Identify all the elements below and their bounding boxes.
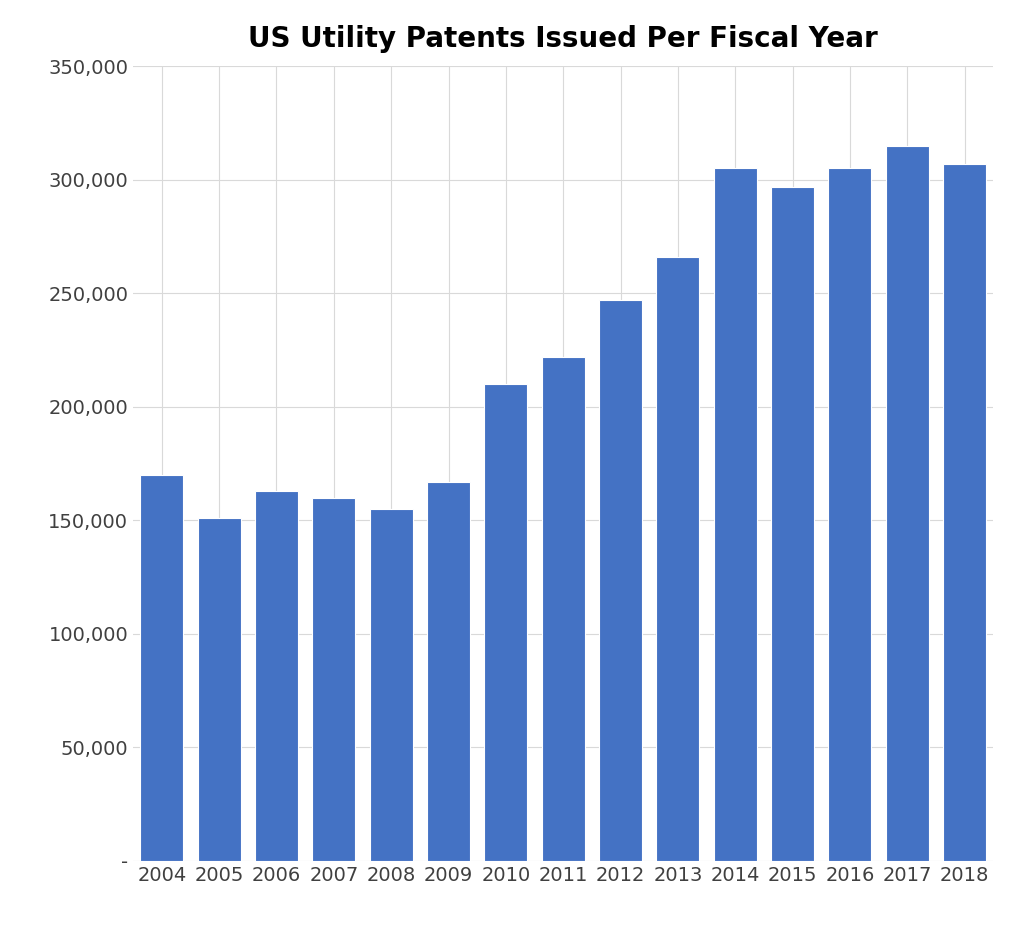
Bar (828, 168, 871, 861)
Bar (198, 518, 241, 861)
Bar (599, 300, 642, 861)
Bar (943, 164, 986, 861)
Bar (714, 168, 757, 861)
Bar (771, 186, 814, 861)
Bar (312, 498, 355, 861)
Bar (542, 357, 585, 861)
Bar (255, 491, 298, 861)
Bar (370, 509, 413, 861)
Bar (886, 146, 929, 861)
Bar (484, 384, 527, 861)
Bar (140, 475, 183, 861)
Title: US Utility Patents Issued Per Fiscal Year: US Utility Patents Issued Per Fiscal Yea… (249, 25, 878, 53)
Bar (427, 482, 470, 861)
Bar (656, 257, 699, 861)
